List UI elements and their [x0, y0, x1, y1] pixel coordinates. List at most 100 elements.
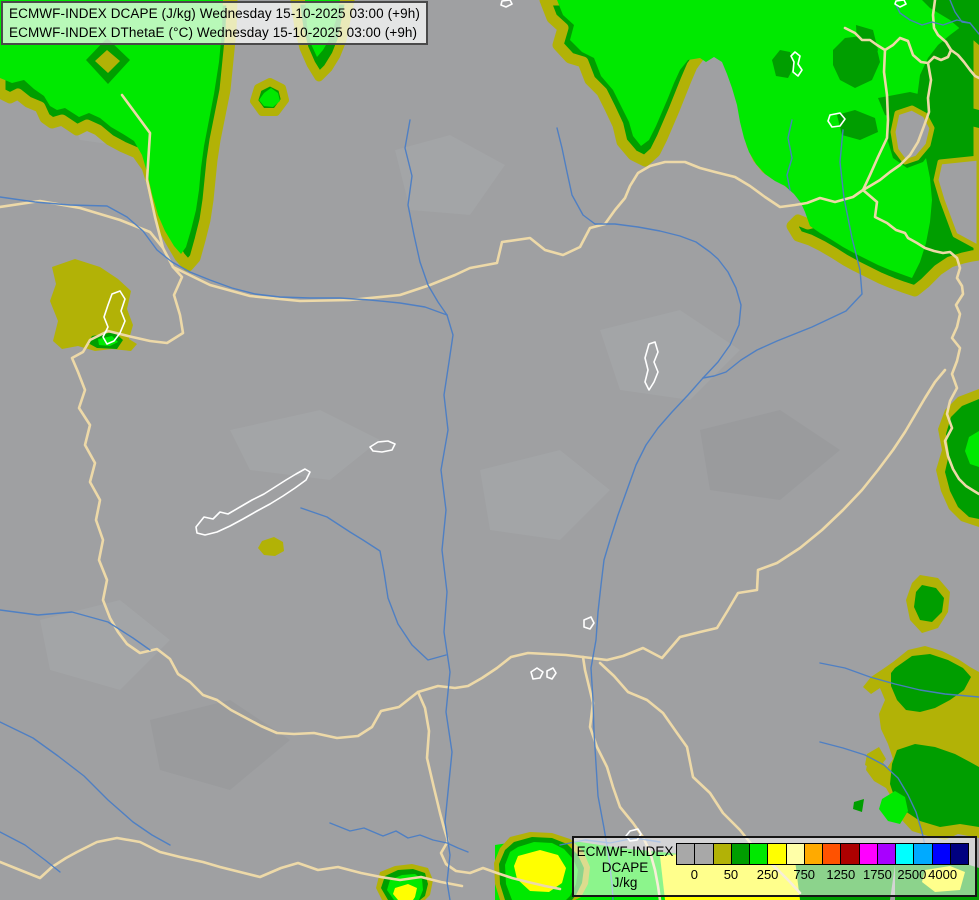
legend-swatch: [749, 843, 769, 865]
river: [329, 822, 469, 853]
legend-swatch: [730, 843, 750, 865]
map-title-line-2: ECMWF-INDEX DThetaE (°C) Wednesday 15-10…: [9, 25, 418, 40]
map-title-line-1: ECMWF-INDEX DCAPE (J/kg) Wednesday 15-10…: [9, 6, 420, 21]
dcape-area-neusiedl: [50, 259, 137, 351]
border-segment: [861, 188, 979, 496]
terrain-patch: [480, 450, 610, 540]
dcape-olive-diamond: [865, 747, 886, 771]
legend-tick-label: 1250: [826, 867, 856, 882]
border-segment: [120, 93, 175, 269]
legend-color-bar: [676, 843, 969, 865]
legend-model-label: ECMWF-INDEX: [576, 844, 674, 860]
border-segment: [949, 48, 979, 80]
river: [819, 662, 979, 698]
river: [786, 119, 793, 191]
legend-swatch: [694, 843, 714, 865]
border-segment: [581, 368, 947, 662]
legend-swatch: [803, 843, 823, 865]
gray-notch-east: [933, 155, 979, 251]
river: [0, 609, 151, 651]
border-segment: [861, 61, 933, 192]
legend-swatch: [895, 843, 915, 865]
legend-ticks: 0 50 250 750 1250 1750 2500 4000: [676, 865, 969, 883]
legend-tick-label: 0: [690, 867, 698, 882]
legend-text-block: ECMWF-INDEX DCAPE J/kg: [574, 838, 676, 895]
river: [702, 129, 863, 379]
dcape-dark-patch: [772, 50, 795, 78]
border-segment: [861, 48, 890, 192]
legend-swatch: [676, 843, 696, 865]
dcape-southeast-green-low: [890, 744, 979, 827]
lake-small: [369, 440, 396, 453]
legend-swatch: [712, 843, 732, 865]
dcape-area-northwest-core: [0, 0, 223, 254]
lake-small: [790, 51, 803, 77]
legend-swatch: [840, 843, 860, 865]
legend-swatch: [858, 843, 878, 865]
dcape-southeast-bright: [879, 791, 908, 824]
river: [440, 314, 454, 900]
legend-swatch: [876, 843, 896, 865]
legend-swatch: [949, 843, 969, 865]
dcape-hole-diamond-core: [95, 50, 120, 73]
legend-swatch: [822, 843, 842, 865]
dcape-southeast-green-band: [891, 654, 971, 712]
legend-tick-label: 1750: [862, 867, 892, 882]
legend: ECMWF-INDEX DCAPE J/kg 0 50 250 750 1250 1750…: [572, 836, 977, 897]
dcape-hex-north-core: [259, 88, 280, 107]
dcape-dark-patch: [837, 110, 878, 140]
legend-units-label: J/kg: [612, 875, 638, 891]
lake-neusiedl: [102, 290, 126, 345]
legend-tick-label: 250: [756, 867, 779, 882]
river: [0, 196, 448, 316]
terrain-patch: [230, 410, 380, 480]
dcape-dark-patch: [856, 25, 878, 68]
lake-small: [530, 667, 544, 680]
lake-small: [546, 667, 557, 680]
river: [0, 721, 171, 846]
border-segment: [171, 160, 865, 303]
river: [949, 0, 971, 24]
lake-small: [500, 0, 513, 8]
border-segment: [70, 265, 585, 740]
terrain-patch: [395, 135, 505, 215]
lake-tisza: [644, 341, 659, 391]
lakes: [102, 0, 907, 842]
lake-small: [827, 112, 846, 128]
border-segment: [0, 836, 464, 888]
dcape-olive-blob-se-core: [914, 585, 944, 622]
river: [0, 831, 61, 873]
legend-swatch: [767, 843, 787, 865]
title-box: ECMWF-INDEX DCAPE (J/kg) Wednesday 15-10…: [1, 1, 428, 45]
dcape-dark-patch: [922, 0, 979, 45]
legend-tick-label: 50: [723, 867, 739, 882]
river: [300, 507, 447, 661]
border-segment: [416, 690, 562, 891]
border-segment: [843, 0, 953, 65]
dcape-blob-a-yellow: [393, 884, 417, 900]
river: [556, 127, 596, 225]
terrain-patch: [700, 410, 840, 500]
legend-swatch: [931, 843, 951, 865]
legend-swatch: [913, 843, 933, 865]
legend-tick-label: 750: [793, 867, 816, 882]
lake-small: [583, 616, 595, 630]
river: [819, 741, 927, 851]
dcape-dark-tri: [853, 799, 864, 812]
river: [404, 119, 448, 316]
legend-parameter-label: DCAPE: [601, 859, 649, 875]
legend-swatch: [785, 843, 805, 865]
legend-tick-label: 2500: [897, 867, 927, 882]
lake-balaton: [195, 468, 311, 536]
legend-tick-label: 4000: [928, 867, 958, 882]
gray-pocket-core: [890, 105, 935, 165]
lake-small: [894, 0, 907, 8]
legend-bar-zone: 0 50 250 750 1250 1750 2500 4000: [676, 838, 975, 895]
river: [590, 223, 742, 900]
terrain-patch: [40, 600, 170, 690]
dcape-area-east-mid-core: [965, 431, 979, 467]
